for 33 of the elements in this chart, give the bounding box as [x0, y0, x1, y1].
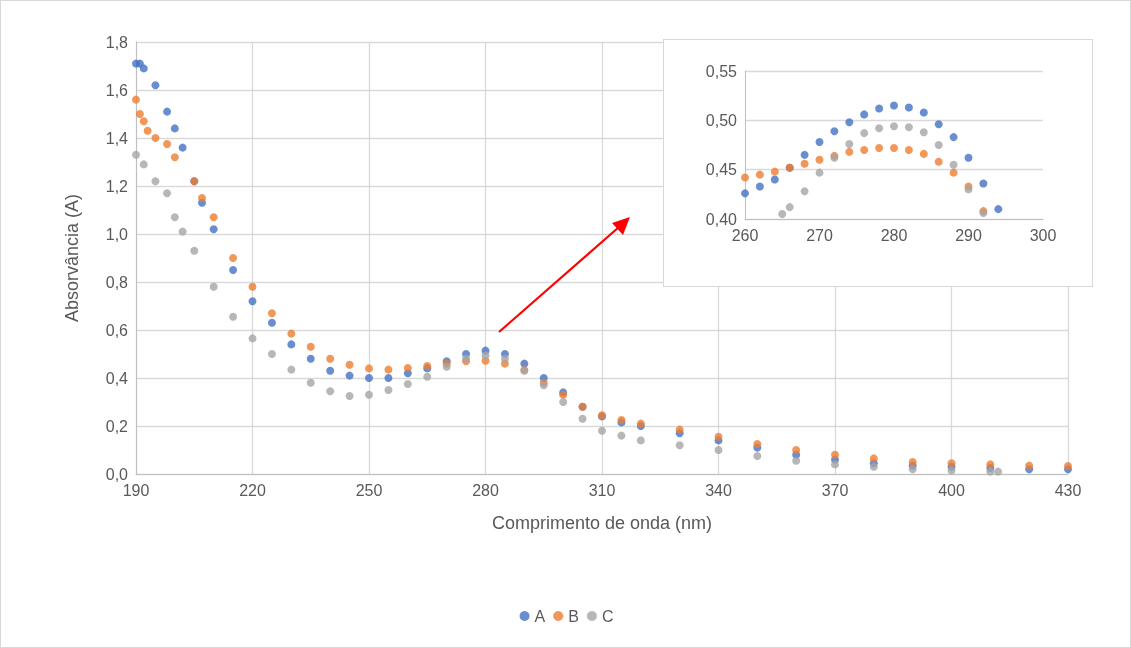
x-tick-label: 340: [705, 481, 732, 499]
x-tick-label: 300: [1029, 226, 1057, 244]
x-tick-label: 280: [880, 226, 908, 244]
x-tick-label: 310: [588, 481, 616, 499]
x-tick-label: 280: [472, 481, 499, 499]
x-tick-label: 250: [355, 481, 383, 499]
y-tick-label: 0,6: [105, 321, 129, 339]
x-axis-title: Comprimento de onda (nm): [491, 513, 713, 533]
y-tick-label: 0,2: [105, 417, 129, 435]
x-tick-label: 220: [239, 481, 266, 499]
x-tick-label: 260: [731, 226, 759, 244]
y-tick-label: 0,8: [105, 273, 129, 291]
y-axis-title: Absorvância (A): [62, 193, 82, 323]
y-tick-label: 0,4: [105, 369, 129, 387]
y-tick-label: 1,4: [105, 129, 129, 147]
y-tick-label: 0,45: [705, 161, 738, 179]
x-tick-label: 290: [955, 226, 982, 244]
legend-label: B: [568, 607, 579, 625]
y-tick-label: 1,0: [105, 225, 129, 243]
x-tick-label: 370: [821, 481, 849, 499]
y-tick-label: 1,8: [105, 33, 129, 51]
x-tick-label: 430: [1054, 481, 1082, 499]
y-tick-label: 0,50: [705, 111, 738, 129]
y-tick-label: 0,55: [705, 62, 738, 80]
legend-label: C: [601, 607, 614, 625]
y-tick-label: 0,0: [105, 465, 129, 483]
y-tick-label: 1,6: [105, 81, 129, 99]
y-tick-label: 1,2: [105, 177, 129, 195]
x-tick-label: 270: [806, 226, 833, 244]
x-tick-label: 190: [122, 481, 150, 499]
y-tick-label: 0,40: [705, 210, 738, 228]
legend-label: A: [534, 607, 546, 625]
x-tick-label: 400: [938, 481, 965, 499]
